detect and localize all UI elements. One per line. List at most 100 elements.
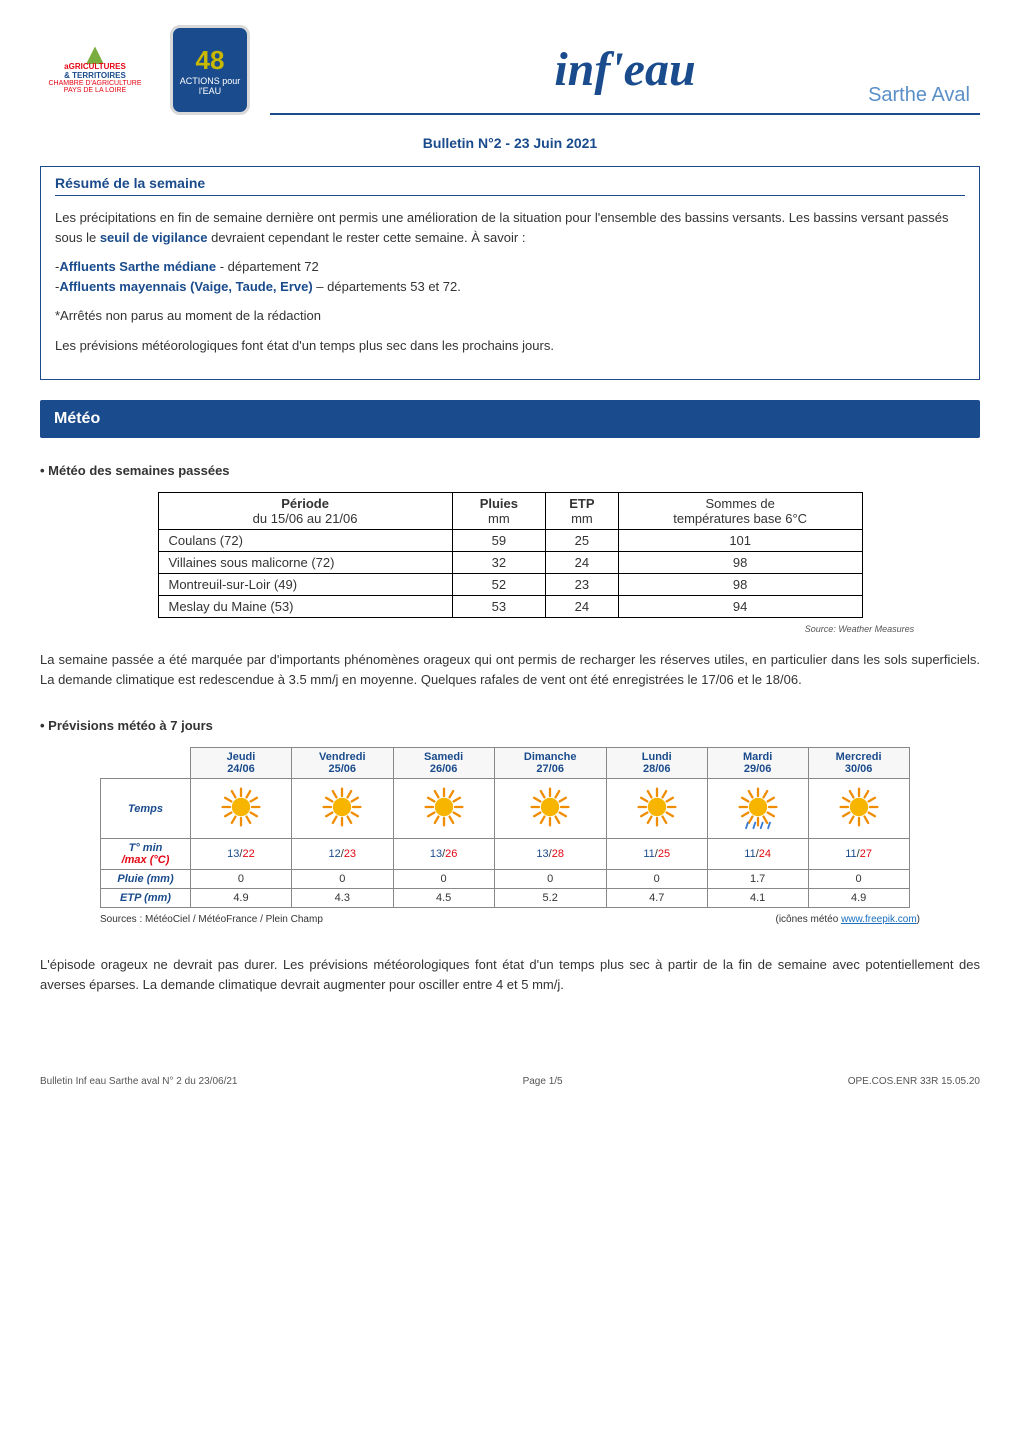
station-cell: Meslay du Maine (53) — [158, 596, 452, 618]
meteo-section-bar: Météo — [40, 400, 980, 438]
col-rain-label: Pluies — [480, 496, 518, 511]
logo-48-number: 48 — [196, 45, 225, 76]
sun-icon — [808, 779, 909, 839]
col-temp-label: Sommes de — [705, 496, 774, 511]
header: ▲ aGRICULTURES & TERRITOIRES CHAMBRE D'A… — [40, 20, 980, 120]
rain-cell: 32 — [452, 552, 545, 574]
rain-cell: 0 — [191, 870, 292, 889]
etp-cell: 23 — [545, 574, 618, 596]
banner-region: Sarthe Aval — [868, 84, 970, 107]
forecast-day-header: Mardi29/06 — [707, 748, 808, 779]
forecast-day-header: Samedi26/06 — [393, 748, 494, 779]
forecast-day-header: Dimanche27/06 — [494, 748, 606, 779]
station-cell: Montreuil-sur-Loir (49) — [158, 574, 452, 596]
rain-cell: 0 — [291, 870, 393, 889]
etp-cell: 24 — [545, 552, 618, 574]
temp-cell: 11/25 — [606, 839, 707, 870]
etp-cell: 4.5 — [393, 889, 494, 908]
sun-rain-icon — [707, 779, 808, 839]
etp-cell: 24 — [545, 596, 618, 618]
rain-cell: 0 — [808, 870, 909, 889]
station-cell: Villaines sous malicorne (72) — [158, 552, 452, 574]
temp-cell: 11/24 — [707, 839, 808, 870]
logo-48-actions-eau: 48 ACTIONS pour l'EAU — [170, 25, 250, 115]
col-period: Période du 15/06 au 21/06 — [158, 493, 452, 530]
resume-bullet1: -Affluents Sarthe médiane - département … — [55, 257, 965, 296]
etp-cell: 4.9 — [191, 889, 292, 908]
logo-48-line2: l'EAU — [199, 86, 221, 96]
logo-chambre-agriculture: ▲ aGRICULTURES & TERRITOIRES CHAMBRE D'A… — [40, 20, 150, 120]
sun-icon — [606, 779, 707, 839]
col-rain: Pluies mm — [452, 493, 545, 530]
logo-roof-icon: ▲ — [80, 47, 110, 62]
forecast-credits: Sources : MétéoCiel / MétéoFrance / Plei… — [100, 914, 920, 925]
col-temp: Sommes de températures base 6°C — [618, 493, 862, 530]
rain-cell: 0 — [606, 870, 707, 889]
past-heading: • Météo des semaines passées — [40, 463, 980, 478]
forecast-day-header: Lundi28/06 — [606, 748, 707, 779]
temp-cell: 13/26 — [393, 839, 494, 870]
table-header-row: Période du 15/06 au 21/06 Pluies mm ETP … — [158, 493, 862, 530]
temp-cell: 13/22 — [191, 839, 292, 870]
forecast-wrap: Jeudi24/06Vendredi25/06Samedi26/06Dimanc… — [100, 747, 980, 908]
rain-cell: 59 — [452, 530, 545, 552]
col-rain-unit: mm — [488, 511, 510, 526]
temp-cell: 13/28 — [494, 839, 606, 870]
banner-title: inf'eau — [554, 42, 695, 97]
temp-cell: 12/23 — [291, 839, 393, 870]
credits-icons: (icônes météo www.freepik.com) — [775, 914, 920, 925]
etp-cell: 4.3 — [291, 889, 393, 908]
temp-cell: 94 — [618, 596, 862, 618]
table-row: Meslay du Maine (53)532494 — [158, 596, 862, 618]
forecast-analysis: L'épisode orageux ne devrait pas durer. … — [40, 955, 980, 995]
logo-ca-line2: & TERRITOIRES — [64, 71, 126, 80]
sun-icon — [494, 779, 606, 839]
col-period-sub: du 15/06 au 21/06 — [253, 511, 358, 526]
col-etp: ETP mm — [545, 493, 618, 530]
footer-left: Bulletin Inf eau Sarthe aval N° 2 du 23/… — [40, 1076, 237, 1087]
bullet2-rest: – départements 53 et 72. — [313, 279, 461, 294]
credits-right-b: ) — [917, 914, 920, 925]
freepik-link[interactable]: www.freepik.com — [841, 914, 917, 925]
table-row: Villaines sous malicorne (72)322498 — [158, 552, 862, 574]
footer-right: OPE.COS.ENR 33R 15.05.20 — [848, 1076, 980, 1087]
forecast-day-header: Jeudi24/06 — [191, 748, 292, 779]
credits-sources: Sources : MétéoCiel / MétéoFrance / Plei… — [100, 914, 323, 925]
forecast-heading: • Prévisions météo à 7 jours — [40, 718, 980, 733]
tmin-label: T° min — [129, 842, 163, 854]
resume-note: *Arrêtés non parus au moment de la rédac… — [55, 306, 965, 326]
past-source: Source: Weather Measures — [106, 624, 914, 634]
etp-cell: 25 — [545, 530, 618, 552]
sun-icon — [393, 779, 494, 839]
rain-cell: 52 — [452, 574, 545, 596]
past-analysis: La semaine passée a été marquée par d'im… — [40, 650, 980, 690]
col-etp-unit: mm — [571, 511, 593, 526]
bullet1-rest: - département 72 — [216, 259, 319, 274]
rain-cell: 0 — [393, 870, 494, 889]
resume-p1: Les précipitations en fin de semaine der… — [55, 208, 965, 247]
resume-heading: Résumé de la semaine — [55, 175, 965, 196]
forecast-weather-row: Temps — [101, 779, 910, 839]
col-period-label: Période — [281, 496, 329, 511]
rain-cell: 0 — [494, 870, 606, 889]
forecast-temp-row: T° min /max (°C) 13/2212/2313/2613/2811/… — [101, 839, 910, 870]
rain-cell: 1.7 — [707, 870, 808, 889]
banner: inf'eau Sarthe Aval — [270, 25, 980, 115]
table-row: Coulans (72)5925101 — [158, 530, 862, 552]
station-cell: Coulans (72) — [158, 530, 452, 552]
page-footer: Bulletin Inf eau Sarthe aval N° 2 du 23/… — [40, 1076, 980, 1087]
row-etp-label: ETP (mm) — [101, 889, 191, 908]
row-tminmax-label: T° min /max (°C) — [101, 839, 191, 870]
affluents-mayennais: Affluents mayennais (Vaige, Taude, Erve) — [59, 279, 312, 294]
etp-cell: 4.7 — [606, 889, 707, 908]
resume-last: Les prévisions météorologiques font état… — [55, 336, 965, 356]
footer-center: Page 1/5 — [523, 1076, 563, 1087]
forecast-etp-row: ETP (mm) 4.94.34.55.24.74.14.9 — [101, 889, 910, 908]
forecast-day-header: Vendredi25/06 — [291, 748, 393, 779]
forecast-rain-row: Pluie (mm) 000001.70 — [101, 870, 910, 889]
temp-cell: 11/27 — [808, 839, 909, 870]
seuil-vigilance: seuil de vigilance — [100, 230, 208, 245]
bulletin-title: Bulletin N°2 - 23 Juin 2021 — [40, 135, 980, 151]
row-temps-label: Temps — [101, 779, 191, 839]
temp-cell: 98 — [618, 552, 862, 574]
